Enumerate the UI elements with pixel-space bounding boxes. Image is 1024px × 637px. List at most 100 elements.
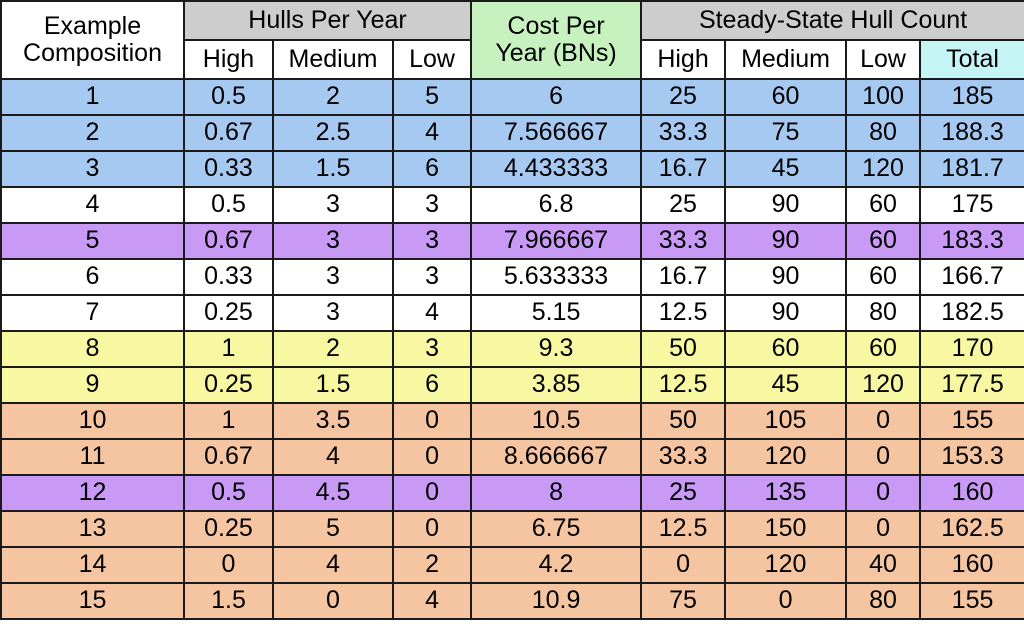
count-high-cell: 16.7 <box>640 258 727 296</box>
hulls-high-cell: 0.67 <box>183 438 274 476</box>
cost-cell: 7.566667 <box>470 114 643 152</box>
count-low-cell: 120 <box>845 150 922 188</box>
count-low-cell: 60 <box>845 330 922 368</box>
count-total-cell: 160 <box>919 546 1024 584</box>
count-total-cell: 181.7 <box>919 150 1024 188</box>
count-total-cell: 155 <box>919 582 1024 620</box>
count-total-cell: 183.3 <box>919 222 1024 260</box>
composition-id-cell: 13 <box>0 510 185 548</box>
count-high-cell: 12.5 <box>640 510 727 548</box>
hulls-high-cell: 1 <box>183 402 274 440</box>
count-low-cell: 80 <box>845 114 922 152</box>
composition-id-cell: 2 <box>0 114 185 152</box>
hulls-low-cell: 3 <box>391 222 473 260</box>
cost-cell: 8.666667 <box>470 438 643 476</box>
count-high-cell: 50 <box>640 402 727 440</box>
count-medium-cell: 120 <box>724 546 848 584</box>
count-total-header: Total <box>919 39 1024 80</box>
table-row: 15 1.5 0 4 10.9 75 0 80 155 <box>0 582 1024 620</box>
hulls-per-year-header: Hulls Per Year <box>182 0 473 41</box>
count-low-cell: 120 <box>845 366 922 404</box>
hulls-high-cell: 0.5 <box>183 186 274 224</box>
count-low-cell: 60 <box>845 258 922 296</box>
hulls-low-cell: 6 <box>391 366 473 404</box>
hulls-low-cell: 3 <box>391 186 473 224</box>
hulls-high-cell: 0 <box>183 546 274 584</box>
count-low-cell: 0 <box>845 438 922 476</box>
count-medium-cell: 45 <box>724 150 848 188</box>
hulls-high-header: High <box>183 39 274 80</box>
composition-id-cell: 3 <box>0 150 185 188</box>
table-body: 1 0.5 2 5 6 25 60 100 185 2 0.67 2.5 4 7.566667 33.3 75… <box>0 78 1024 620</box>
table-row: 1 0.5 2 5 6 25 60 100 185 <box>0 78 1024 116</box>
composition-table: Example Composition Hulls Per Year Cost … <box>0 0 1024 620</box>
count-medium-cell: 75 <box>724 114 848 152</box>
count-medium-cell: 150 <box>724 510 848 548</box>
composition-id-cell: 5 <box>0 222 185 260</box>
table-row: 13 0.25 5 0 6.75 12.5 150 0 162.5 <box>0 510 1024 548</box>
cost-cell: 5.633333 <box>470 258 643 296</box>
hulls-medium-cell: 5 <box>272 510 394 548</box>
composition-id-cell: 8 <box>0 330 185 368</box>
composition-id-cell: 7 <box>0 294 185 332</box>
hulls-high-cell: 0.67 <box>183 222 274 260</box>
cost-header-line1: Cost Per <box>507 11 605 40</box>
count-low-cell: 60 <box>845 222 922 260</box>
hulls-medium-cell: 2 <box>272 78 394 116</box>
hulls-medium-cell: 3.5 <box>272 402 394 440</box>
hulls-medium-cell: 1.5 <box>272 366 394 404</box>
count-medium-cell: 120 <box>724 438 848 476</box>
table-row: 4 0.5 3 3 6.8 25 90 60 175 <box>0 186 1024 224</box>
hulls-medium-cell: 3 <box>272 222 394 260</box>
count-total-cell: 155 <box>919 402 1024 440</box>
hulls-low-cell: 0 <box>391 438 473 476</box>
count-low-header: Low <box>845 39 922 80</box>
table-row: 12 0.5 4.5 0 8 25 135 0 160 <box>0 474 1024 512</box>
count-high-cell: 16.7 <box>640 150 727 188</box>
count-high-cell: 25 <box>640 78 727 116</box>
count-total-cell: 162.5 <box>919 510 1024 548</box>
cost-cell: 9.3 <box>470 330 643 368</box>
hulls-medium-cell: 3 <box>272 294 394 332</box>
hulls-low-cell: 4 <box>391 114 473 152</box>
table-row: 3 0.33 1.5 6 4.433333 16.7 45 120 181.7 <box>0 150 1024 188</box>
hulls-medium-cell: 2 <box>272 330 394 368</box>
hulls-low-cell: 0 <box>391 402 473 440</box>
table-row: 2 0.67 2.5 4 7.566667 33.3 75 80 188.3 <box>0 114 1024 152</box>
count-low-cell: 80 <box>845 582 922 620</box>
count-high-cell: 33.3 <box>640 114 727 152</box>
count-medium-cell: 45 <box>724 366 848 404</box>
count-high-cell: 25 <box>640 186 727 224</box>
hulls-medium-cell: 1.5 <box>272 150 394 188</box>
count-total-cell: 153.3 <box>919 438 1024 476</box>
hulls-high-cell: 0.5 <box>183 78 274 116</box>
composition-id-cell: 4 <box>0 186 185 224</box>
cost-per-year-header: Cost Per Year (BNs) <box>470 0 643 80</box>
count-total-cell: 185 <box>919 78 1024 116</box>
count-medium-cell: 60 <box>724 78 848 116</box>
hulls-low-cell: 3 <box>391 330 473 368</box>
hulls-low-cell: 4 <box>391 294 473 332</box>
hulls-medium-cell: 0 <box>272 582 394 620</box>
hulls-low-cell: 2 <box>391 546 473 584</box>
count-high-cell: 50 <box>640 330 727 368</box>
hulls-high-cell: 0.33 <box>183 258 274 296</box>
count-high-header: High <box>640 39 727 80</box>
composition-id-cell: 6 <box>0 258 185 296</box>
count-low-cell: 60 <box>845 186 922 224</box>
cost-cell: 5.15 <box>470 294 643 332</box>
table-row: 11 0.67 4 0 8.666667 33.3 120 0 153.3 <box>0 438 1024 476</box>
table-row: 5 0.67 3 3 7.966667 33.3 90 60 183.3 <box>0 222 1024 260</box>
hulls-low-cell: 5 <box>391 78 473 116</box>
example-composition-header: Example Composition <box>0 0 185 80</box>
count-medium-cell: 105 <box>724 402 848 440</box>
composition-id-cell: 9 <box>0 366 185 404</box>
count-total-cell: 160 <box>919 474 1024 512</box>
hulls-high-cell: 0.25 <box>183 510 274 548</box>
count-medium-cell: 90 <box>724 222 848 260</box>
steady-state-header: Steady-State Hull Count <box>640 0 1024 41</box>
table-row: 14 0 4 2 4.2 0 120 40 160 <box>0 546 1024 584</box>
count-low-cell: 80 <box>845 294 922 332</box>
cost-header-line2: Year (BNs) <box>495 39 617 67</box>
hulls-high-cell: 0.5 <box>183 474 274 512</box>
